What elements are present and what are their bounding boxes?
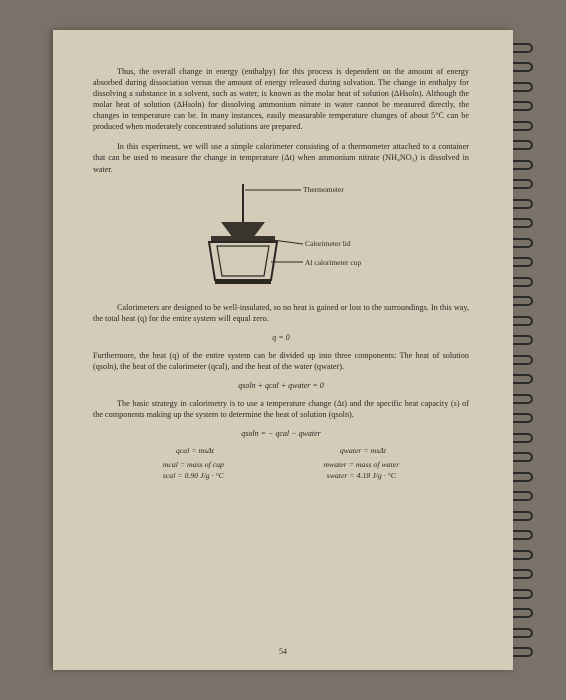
column-left-2: mcal = mass of cup scal = 0.90 J/g · °C	[163, 460, 224, 482]
col-left-line2: mcal = mass of cup	[163, 460, 224, 471]
page-number: 54	[53, 647, 513, 656]
equation-2: qsoln + qcal + qwater = 0	[93, 381, 469, 390]
equation-1: q = 0	[93, 333, 469, 342]
col-left-line3: scal = 0.90 J/g · °C	[163, 471, 224, 482]
spiral-binding	[513, 30, 541, 670]
figure-label-lid: Calorimeter lid	[305, 239, 351, 248]
paragraph-5: The basic strategy in calorimetry is to …	[93, 398, 469, 420]
column-right: qwater = msΔt	[340, 446, 386, 457]
equation-3: qsoln = − qcal − qwater	[93, 429, 469, 438]
figure-label-cup: Al calorimeter cup	[305, 258, 361, 267]
paragraph-3: Calorimeters are designed to be well-ins…	[93, 302, 469, 324]
column-right-2: mwater = mass of water swater = 4.18 J/g…	[323, 460, 399, 482]
equation-columns: qcal = msΔt qwater = msΔt	[113, 446, 449, 457]
col-right-line2: mwater = mass of water	[323, 460, 399, 471]
equation-columns-2: mcal = mass of cup scal = 0.90 J/g · °C …	[113, 460, 449, 482]
calorimeter-svg	[181, 184, 381, 294]
calorimeter-figure: Thermometer Calorimeter lid Al calorimet…	[181, 184, 381, 294]
col-right-line1: qwater = msΔt	[340, 446, 386, 457]
col-left-line1: qcal = msΔt	[176, 446, 214, 457]
paragraph-1: Thus, the overall change in energy (enth…	[93, 66, 469, 132]
paragraph-4: Furthermore, the heat (q) of the entire …	[93, 350, 469, 372]
page: Thus, the overall change in energy (enth…	[53, 30, 513, 670]
figure-label-thermometer: Thermometer	[303, 185, 344, 194]
col-right-line3: swater = 4.18 J/g · °C	[323, 471, 399, 482]
paragraph-2: In this experiment, we will use a simple…	[93, 141, 469, 174]
column-left: qcal = msΔt	[176, 446, 214, 457]
